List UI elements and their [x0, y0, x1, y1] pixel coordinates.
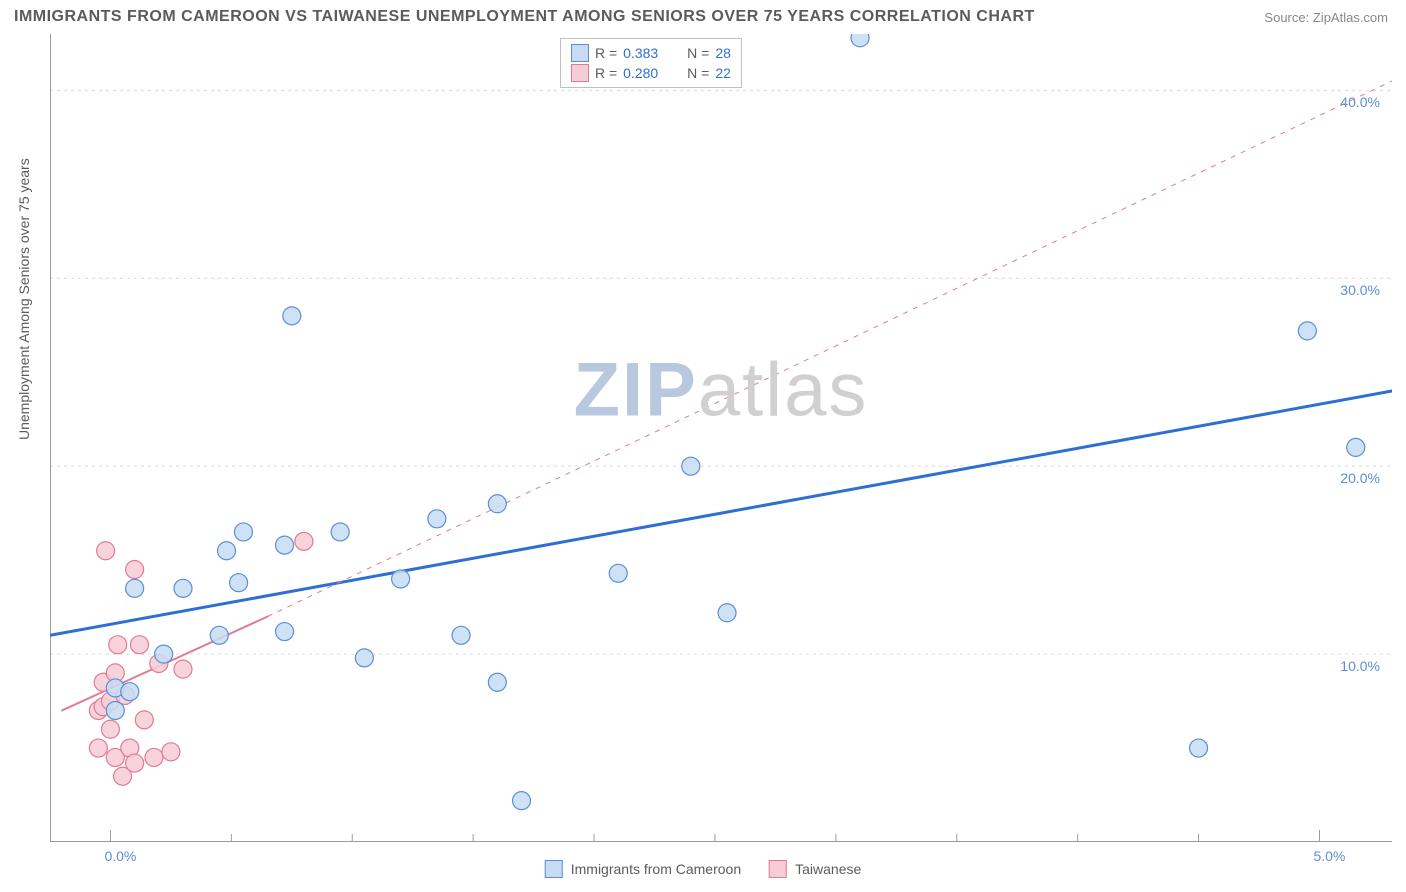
source-value: ZipAtlas.com [1313, 10, 1388, 25]
chart-title: IMMIGRANTS FROM CAMEROON VS TAIWANESE UN… [14, 8, 1035, 26]
chart-plot-area: ZIPatlas R =0.383N =28R =0.280N =22 10.0… [50, 34, 1392, 842]
chart-svg [50, 34, 1392, 842]
n-value: 22 [715, 63, 731, 83]
series-legend-item: Taiwanese [769, 860, 861, 878]
y-axis-label: Unemployment Among Seniors over 75 years [16, 158, 32, 440]
x-tick-label: 0.0% [104, 848, 136, 864]
y-tick-label: 30.0% [1340, 282, 1380, 298]
source-attribution: Source: ZipAtlas.com [1264, 10, 1388, 25]
legend-swatch [769, 860, 787, 878]
statistics-legend: R = 0.383 N = 28 R = 0.280 N = 22 [560, 38, 742, 88]
r-value: 0.280 [623, 63, 671, 83]
stat-legend-row: R = 0.280 N = 22 [571, 63, 731, 83]
r-label: R = [595, 63, 617, 83]
series-legend-item: Immigrants from Cameroon [545, 860, 741, 878]
series-legend: Immigrants from Cameroon Taiwanese [545, 860, 862, 878]
y-tick-label: 10.0% [1340, 658, 1380, 674]
r-value: 0.383 [623, 43, 671, 63]
n-label: N = [687, 63, 709, 83]
stat-legend-row: R = 0.383 N = 28 [571, 43, 731, 63]
n-label: N = [687, 43, 709, 63]
y-tick-label: 20.0% [1340, 470, 1380, 486]
series-legend-label: Taiwanese [795, 861, 861, 877]
legend-swatch [545, 860, 563, 878]
legend-swatch [571, 64, 589, 82]
source-label: Source: [1264, 10, 1309, 25]
r-label: R = [595, 43, 617, 63]
n-value: 28 [715, 43, 731, 63]
legend-swatch [571, 44, 589, 62]
y-tick-label: 40.0% [1340, 94, 1380, 110]
x-tick-label: 5.0% [1313, 848, 1345, 864]
series-legend-label: Immigrants from Cameroon [571, 861, 741, 877]
